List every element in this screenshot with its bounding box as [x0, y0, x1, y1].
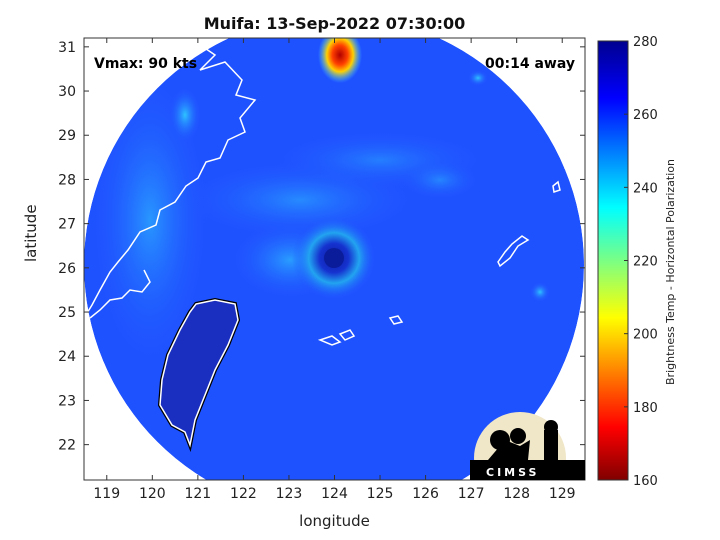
x-axis-label: longitude: [299, 512, 370, 530]
y-axis-ticks: 22 23 24 25 26 27 28 29 30 31: [58, 40, 585, 454]
x-tick-label: 120: [139, 486, 166, 502]
colorbar-ticks: 160 180 200 220 240 260 280: [624, 35, 658, 489]
x-tick-label: 126: [412, 486, 439, 502]
colorbar-tick-label: 200: [633, 328, 658, 343]
colorbar-tick-label: 260: [633, 108, 658, 123]
plot-area: [84, 38, 585, 480]
x-tick-label: 124: [321, 486, 348, 502]
coastlines: [84, 38, 585, 453]
x-tick-label: 128: [503, 486, 530, 502]
x-tick-label: 122: [230, 486, 257, 502]
colorbar: [597, 40, 629, 481]
x-tick-label: 123: [276, 486, 303, 502]
y-tick-label: 28: [58, 172, 76, 188]
y-tick-label: 31: [58, 40, 76, 56]
vmax-annotation: Vmax: 90 kts: [94, 56, 197, 72]
x-tick-label: 121: [184, 486, 211, 502]
chart-title: Muifa: 13-Sep-2022 07:30:00: [203, 14, 466, 33]
colorbar-tick-label: 180: [633, 401, 658, 416]
x-tick-label: 119: [93, 486, 120, 502]
cimss-logo: CIMSS: [470, 412, 585, 480]
y-tick-label: 23: [58, 393, 76, 409]
y-tick-label: 26: [58, 261, 76, 277]
microwave-swath: [84, 38, 584, 480]
y-tick-label: 27: [58, 217, 76, 233]
colorbar-tick-label: 160: [633, 474, 658, 489]
y-tick-label: 29: [58, 128, 76, 144]
colorbar-tick-label: 240: [633, 181, 658, 196]
logo-text: CIMSS: [486, 466, 539, 479]
x-tick-label: 127: [458, 486, 485, 502]
x-axis-ticks: 119 120 121 122 123 124 125 126 127 128 129: [93, 38, 576, 502]
y-tick-label: 22: [58, 438, 76, 454]
y-tick-label: 25: [58, 305, 76, 321]
y-tick-label: 30: [58, 84, 76, 100]
time-away-annotation: 00:14 away: [485, 56, 575, 72]
cold-cloud-top: [318, 38, 362, 83]
y-tick-label: 24: [58, 349, 76, 365]
x-tick-label: 129: [549, 486, 576, 502]
colorbar-tick-label: 220: [633, 255, 658, 270]
colorbar-tick-label: 280: [633, 35, 658, 50]
x-tick-label: 125: [367, 486, 394, 502]
